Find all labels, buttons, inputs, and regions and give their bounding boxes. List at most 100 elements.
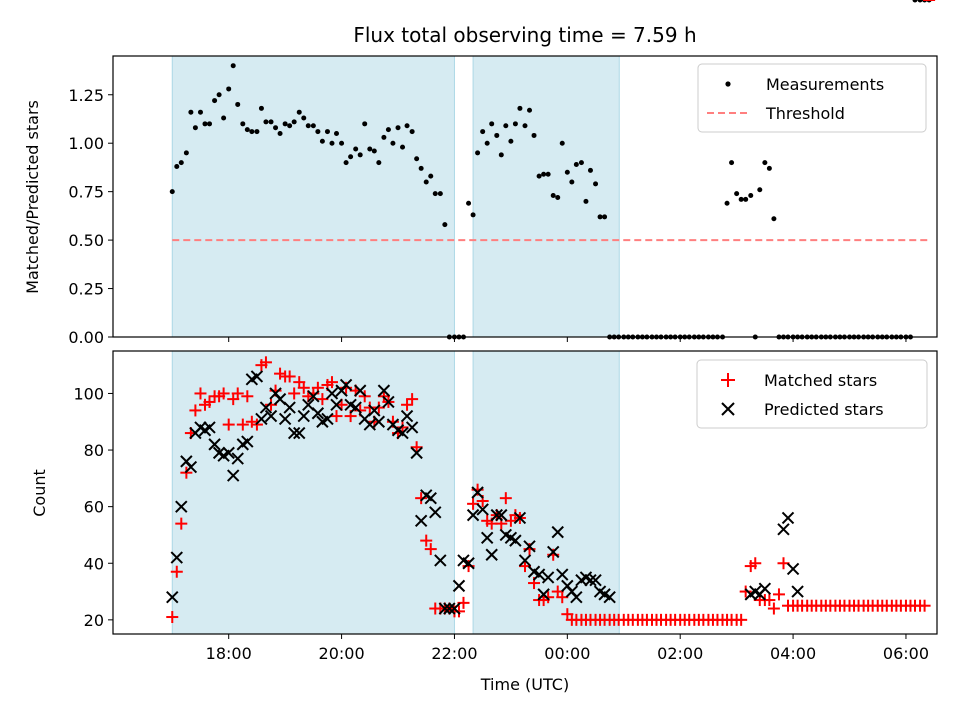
measurement-point <box>216 92 222 98</box>
measurement-point <box>240 121 246 127</box>
predicted-star-marker <box>259 401 273 414</box>
measurement-point <box>489 121 495 127</box>
matched-star-marker <box>542 591 555 604</box>
measurement-point <box>541 171 547 177</box>
matched-star-marker <box>735 613 748 626</box>
measurement-point <box>277 131 283 137</box>
predicted-star-marker <box>339 378 353 392</box>
measurement-point <box>569 179 575 185</box>
measurement-point <box>287 123 293 129</box>
measurement-point <box>475 150 481 156</box>
measurement-point <box>587 167 593 173</box>
predicted-star-marker-b <box>175 500 188 513</box>
measurement-point <box>912 0 918 3</box>
predicted-star-marker <box>570 591 583 604</box>
bottom-y-tick-label: 40 <box>84 554 104 573</box>
measurement-point <box>522 123 528 129</box>
measurement-point <box>235 101 241 107</box>
predicted-star-marker-b <box>212 446 226 460</box>
predicted-star-marker-b <box>584 574 597 587</box>
measurement-point <box>757 187 763 193</box>
matched-star-marker <box>259 356 272 369</box>
predicted-star-marker <box>293 426 306 440</box>
predicted-star-marker-b <box>414 514 428 528</box>
measurement-point <box>202 121 208 127</box>
measurement-point <box>362 121 368 127</box>
measurement-point <box>597 214 603 220</box>
measurement-point <box>291 119 297 125</box>
measurement-point <box>249 129 255 135</box>
predicted-star-marker <box>448 602 461 615</box>
predicted-star-marker-b <box>781 511 795 525</box>
bottom-y-tick-label: 60 <box>84 498 104 517</box>
measurement-point <box>324 129 330 135</box>
predicted-star-marker <box>372 415 386 428</box>
matched-star-marker <box>175 517 188 530</box>
measurement-point <box>494 132 500 138</box>
measurement-point <box>390 140 396 146</box>
measurement-point <box>466 200 472 206</box>
predicted-star-marker-b <box>400 409 414 423</box>
measurement-point <box>578 160 584 166</box>
predicted-star-marker-b <box>495 508 508 522</box>
measurement-point <box>498 152 504 158</box>
predicted-star-marker-b <box>777 523 790 536</box>
measurement-point <box>602 214 608 220</box>
matched-star-marker <box>325 376 338 389</box>
measurement-point <box>212 98 218 104</box>
predicted-star-marker-b <box>377 384 391 397</box>
predicted-star-marker <box>443 602 456 615</box>
measurement-point <box>437 191 443 197</box>
predicted-star-marker <box>405 421 419 434</box>
measurement-point <box>583 198 589 204</box>
predicted-star-marker-b <box>344 398 357 411</box>
matched-star-marker <box>288 387 301 400</box>
measurement-point <box>244 127 250 133</box>
predicted-star-marker <box>556 568 569 581</box>
predicted-star-marker-b <box>485 548 498 561</box>
bottom-x-tick-label: 04:00 <box>770 644 816 663</box>
measurement-point <box>226 86 232 92</box>
predicted-star-marker <box>509 534 522 547</box>
measurement-point <box>207 121 213 127</box>
measurement-point <box>564 169 570 175</box>
measurement-point <box>423 179 429 185</box>
predicted-star-marker-b <box>424 491 437 505</box>
predicted-star-marker-b <box>749 585 762 598</box>
predicted-star-marker-b <box>462 557 475 570</box>
top-x-ticks <box>228 337 907 342</box>
predicted-star-marker-b <box>527 565 541 578</box>
predicted-star-marker <box>462 557 475 570</box>
legend-matched-marker <box>721 373 735 387</box>
top-y-tick-label: 0.75 <box>68 183 104 202</box>
measurement-point <box>367 146 373 152</box>
measurement-point <box>503 123 509 129</box>
legend-threshold-label: Threshold <box>765 104 845 123</box>
predicted-star-marker <box>781 511 795 525</box>
predicted-star-marker <box>410 446 423 460</box>
predicted-star-marker <box>537 588 550 601</box>
bottom-y-tick-label: 100 <box>73 384 104 403</box>
measurement-point <box>762 160 768 166</box>
measurement-point <box>333 131 339 137</box>
predicted-star-marker-b <box>480 531 494 544</box>
measurement-point <box>771 216 777 222</box>
matched-star-marker <box>767 602 780 615</box>
top-axes-frame <box>112 55 938 338</box>
top-y-tick-label: 0.50 <box>68 231 104 250</box>
measurement-point <box>766 165 772 171</box>
top-y-axis-label: Matched/Predicted stars <box>23 100 42 294</box>
bottom-x-ticks: 18:00 20:00 22:00 00:00 02:00 04:00 06:00 <box>206 634 929 663</box>
matched-star-marker <box>406 393 419 406</box>
predicted-star-marker-b <box>382 395 395 409</box>
top-y-tick-label: 0.25 <box>68 280 104 299</box>
measurement-point <box>254 129 260 135</box>
predicted-star-marker-b <box>457 554 470 567</box>
predicted-star-marker-b <box>541 571 555 584</box>
measurement-point <box>428 173 434 179</box>
predicted-star-marker-b <box>241 435 254 448</box>
matched-star-marker <box>189 404 202 417</box>
measurement-point <box>748 193 754 199</box>
measurement-point <box>371 148 377 154</box>
